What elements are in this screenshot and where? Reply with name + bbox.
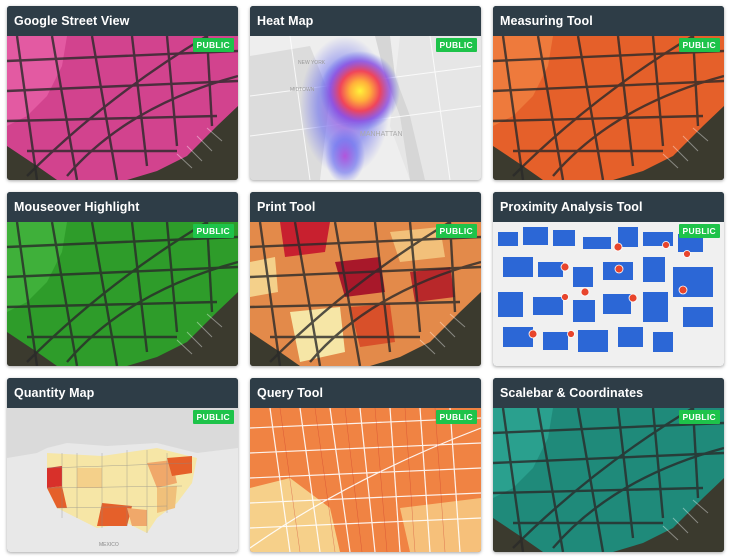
map-thumbnail-green <box>7 222 238 366</box>
card-header: Scalebar & Coordinates <box>493 378 724 408</box>
map-thumbnail-orange <box>493 36 724 180</box>
card-header: Heat Map <box>250 6 481 36</box>
card-header: Print Tool <box>250 192 481 222</box>
card-title: Measuring Tool <box>500 14 593 28</box>
card-header: Query Tool <box>250 378 481 408</box>
public-badge: PUBLIC <box>435 224 477 238</box>
card-title: Query Tool <box>257 386 324 400</box>
card-header: Quantity Map <box>7 378 238 408</box>
card-title: Google Street View <box>14 14 130 28</box>
map-thumbnail-pink <box>7 36 238 180</box>
card-header: Google Street View <box>7 6 238 36</box>
card-header: Measuring Tool <box>493 6 724 36</box>
card-title: Print Tool <box>257 200 316 214</box>
map-label: MIDTOWN <box>290 87 315 93</box>
public-badge: PUBLIC <box>678 38 720 52</box>
public-badge: PUBLIC <box>435 38 477 52</box>
map-thumbnail-heat: NEW YORK MIDTOWN MANHATTAN <box>250 36 481 180</box>
card-measuring-tool[interactable]: Measuring Tool PUBLIC <box>493 6 724 180</box>
public-badge: PUBLIC <box>678 410 720 424</box>
card-header: Proximity Analysis Tool <box>493 192 724 222</box>
card-title: Proximity Analysis Tool <box>500 200 643 214</box>
card-proximity-analysis-tool[interactable]: Proximity Analysis Tool PUBLIC <box>493 192 724 366</box>
map-thumbnail-print <box>250 222 481 366</box>
public-badge: PUBLIC <box>192 410 234 424</box>
card-title: Heat Map <box>257 14 314 28</box>
card-title: Scalebar & Coordinates <box>500 386 644 400</box>
card-heat-map[interactable]: Heat Map NEW YORK MIDTOW <box>250 6 481 180</box>
card-title: Mouseover Highlight <box>14 200 140 214</box>
card-mouseover-highlight[interactable]: Mouseover Highlight PUBLIC <box>7 192 238 366</box>
card-title: Quantity Map <box>14 386 95 400</box>
map-thumbnail-query <box>250 408 481 552</box>
card-print-tool[interactable]: Print Tool PUBLIC <box>250 192 481 366</box>
public-badge: PUBLIC <box>192 224 234 238</box>
map-thumbnail-teal <box>493 408 724 552</box>
map-label: MEXICO <box>99 542 119 548</box>
card-scalebar-coordinates[interactable]: Scalebar & Coordinates PUBLIC <box>493 378 724 552</box>
public-badge: PUBLIC <box>192 38 234 52</box>
card-quantity-map[interactable]: Quantity Map MEXICO PUBLIC <box>7 378 238 552</box>
card-header: Mouseover Highlight <box>7 192 238 222</box>
map-thumbnail-usa: MEXICO <box>7 408 238 552</box>
card-google-street-view[interactable]: Google Street View PUBLIC <box>7 6 238 180</box>
public-badge: PUBLIC <box>678 224 720 238</box>
map-thumbnail-blue <box>493 222 724 366</box>
map-label: MANHATTAN <box>360 131 403 138</box>
card-query-tool[interactable]: Query Tool PUBLIC <box>250 378 481 552</box>
map-label: NEW YORK <box>298 60 326 66</box>
public-badge: PUBLIC <box>435 410 477 424</box>
